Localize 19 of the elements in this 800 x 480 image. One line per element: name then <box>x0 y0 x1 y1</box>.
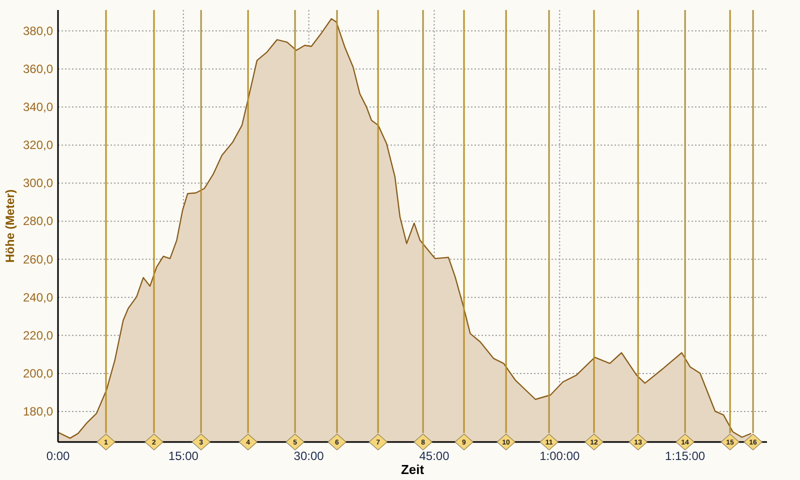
x-axis-title: Zeit <box>400 462 425 477</box>
x-tick-label: 1:15:00 <box>665 449 706 463</box>
x-tick-label: 15:00 <box>168 449 199 463</box>
x-tick-label: 45:00 <box>419 449 450 463</box>
y-tick-label: 200,0 <box>22 366 54 380</box>
y-tick-label: 180,0 <box>22 404 54 419</box>
y-tick-label: 240,0 <box>22 290 54 304</box>
x-tick-label: 1:00:00 <box>540 449 580 463</box>
x-tick-label: 30:00 <box>294 449 324 463</box>
y-tick-label: 380,0 <box>22 24 54 38</box>
y-tick-label: 260,0 <box>22 252 54 266</box>
y-tick-label: 300,0 <box>22 176 54 190</box>
y-tick-label: 320,0 <box>22 138 54 152</box>
y-tick-label: 360,0 <box>22 62 54 76</box>
y-axis-title: Höhe (Meter) <box>3 189 17 263</box>
y-tick-label: 220,0 <box>22 328 54 342</box>
x-tick-label: 0:00 <box>46 449 70 463</box>
y-tick-label: 340,0 <box>22 100 54 114</box>
y-tick-label: 280,0 <box>22 214 54 228</box>
